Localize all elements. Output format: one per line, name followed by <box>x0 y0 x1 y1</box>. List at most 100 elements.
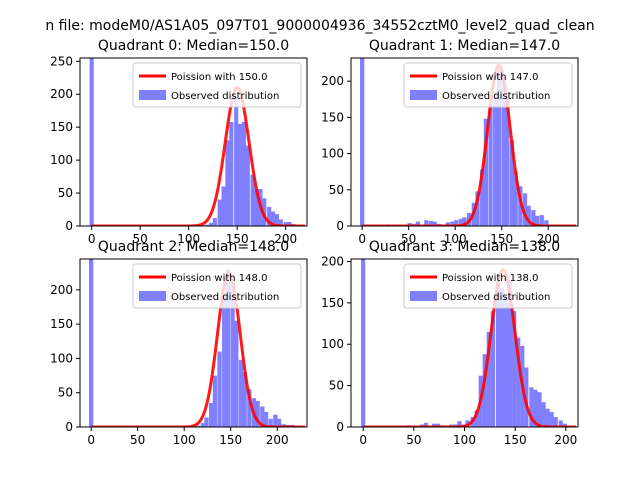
histogram-bar <box>445 222 450 226</box>
histogram-bar <box>255 400 260 427</box>
x-tick-label: 150 <box>226 232 249 246</box>
legend-bar-label: Observed distribution <box>171 292 279 303</box>
x-tick-label: 50 <box>133 232 148 246</box>
histogram-bar <box>562 423 567 427</box>
y-tick-label: 200 <box>50 283 73 297</box>
histogram-bar <box>496 66 502 226</box>
histogram-bar <box>247 389 252 427</box>
histogram-bar <box>453 220 459 226</box>
x-tick-label: 100 <box>177 232 200 246</box>
histogram-bar <box>230 283 235 427</box>
histogram-bar <box>539 215 544 226</box>
y-tick-label: 100 <box>321 147 344 161</box>
panels: 0 50 100 150 200 0 50 100 150 200 250 Quadrant 0: M… <box>50 38 579 447</box>
histogram-bar <box>518 186 523 226</box>
axes-frame <box>79 258 308 428</box>
histogram-bar <box>526 205 531 226</box>
histogram-bar <box>225 269 231 427</box>
histogram-bar <box>274 214 279 226</box>
histogram-bar <box>544 220 549 226</box>
histogram-bar <box>238 359 244 427</box>
histogram-bar-outlier <box>89 259 94 427</box>
histogram-bar <box>273 414 278 427</box>
histogram-bar <box>415 221 421 226</box>
histogram-bar <box>533 389 538 427</box>
x-tick-label: 50 <box>130 433 145 447</box>
y-tick-label: 50 <box>58 386 73 400</box>
legend-bar-swatch <box>139 291 166 301</box>
histogram-bar <box>423 422 429 427</box>
histogram-bar <box>287 222 292 226</box>
histogram-bar <box>217 199 222 226</box>
histogram-bar <box>513 171 518 226</box>
histogram-bar <box>482 354 487 427</box>
x-tick-label: 200 <box>266 433 289 447</box>
x-tick-label: 0 <box>87 433 95 447</box>
y-tick-label: 150 <box>50 120 73 134</box>
x-tick-label: 100 <box>173 433 196 447</box>
plot-area <box>361 259 576 427</box>
x-tick-label: 100 <box>453 433 476 447</box>
histogram-bar <box>488 104 493 226</box>
histogram-bar <box>541 402 546 427</box>
histogram-bar <box>234 96 239 226</box>
histogram-bar <box>245 145 250 226</box>
y-tick-label: 0 <box>65 219 73 233</box>
subplot-title: Quadrant 1: Median=147.0 <box>369 38 560 54</box>
histogram-bar <box>263 411 269 427</box>
y-tick-label: 0 <box>65 420 73 434</box>
x-tick-label: 50 <box>401 232 416 246</box>
axes-frame <box>350 57 579 227</box>
y-tick-label: 0 <box>336 219 344 233</box>
histogram-bar <box>549 412 554 427</box>
histogram-bar <box>431 423 437 427</box>
subplot-title: Quadrant 2: Median=148.0 <box>98 239 289 255</box>
y-tick-label: 100 <box>50 351 73 365</box>
histogram-bar <box>553 417 558 427</box>
x-tick-label: 0 <box>359 433 367 447</box>
histogram-bar <box>495 282 501 427</box>
y-tick-label: 100 <box>50 153 73 167</box>
x-tick-label: 200 <box>554 433 577 447</box>
histogram-bar <box>204 417 209 427</box>
histogram-bar <box>512 311 517 427</box>
histogram-bar <box>234 320 239 427</box>
y-tick-label: 50 <box>329 183 344 197</box>
histogram-bar <box>424 220 429 226</box>
x-tick-label: 200 <box>274 232 297 246</box>
x-tick-label: 200 <box>537 232 560 246</box>
y-tick-label: 200 <box>321 254 344 268</box>
histogram-bar <box>474 410 479 427</box>
histogram-bar <box>524 367 529 427</box>
subplot-1: 0 50 100 150 200 0 50 100 150 200 Quadrant 1: Medi… <box>321 38 579 246</box>
legend-bar-label: Observed distribution <box>442 292 550 303</box>
legend-box <box>132 62 302 108</box>
histogram-bar <box>260 406 265 427</box>
histogram-bar <box>436 423 441 427</box>
histogram-bar-outlier <box>361 259 366 427</box>
histogram-bar <box>241 121 247 226</box>
poisson-curve <box>91 85 306 226</box>
y-tick-label: 150 <box>321 296 344 310</box>
histogram-bar <box>242 372 247 427</box>
histogram-bar <box>458 218 463 226</box>
subplot-0: 0 50 100 150 200 0 50 100 150 200 250 Quadrant 0: M… <box>50 38 308 246</box>
legend-bar-swatch <box>139 90 166 100</box>
legend-bar-label: Observed distribution <box>171 91 279 102</box>
y-tick-label: 50 <box>329 379 344 393</box>
histogram-bar <box>529 387 534 427</box>
x-tick-label: 150 <box>504 433 527 447</box>
histogram-bar <box>250 174 255 226</box>
histogram-bar <box>238 123 243 226</box>
histogram-bar <box>208 222 214 226</box>
histogram-bar <box>196 425 201 427</box>
legend-box <box>132 263 302 309</box>
legend-bar-swatch <box>410 90 437 100</box>
histogram-bar <box>486 331 491 427</box>
legend-line-label: Poission with 147.0 <box>442 72 538 83</box>
histogram-bar <box>283 222 288 226</box>
histogram-bar <box>522 193 528 226</box>
histogram-bar <box>503 294 509 427</box>
subplot-3: 0 50 100 150 200 0 50 100 150 200 Quadrant 3: Medi… <box>321 239 579 447</box>
